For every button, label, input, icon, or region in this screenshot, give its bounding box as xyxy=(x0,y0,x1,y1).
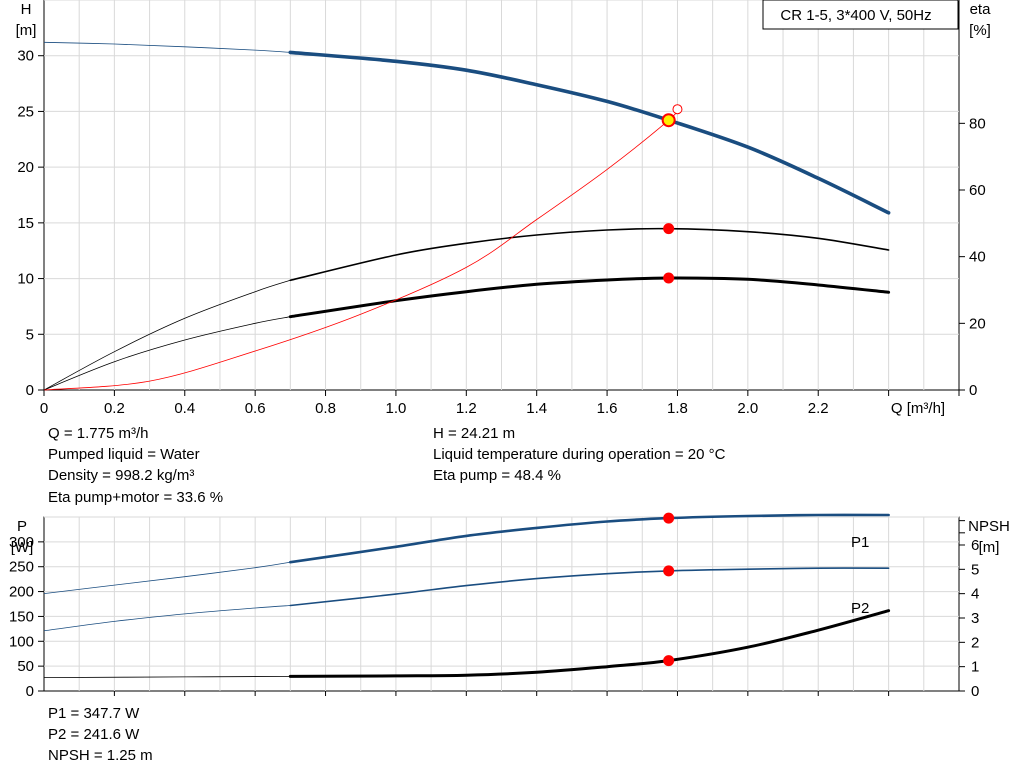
npsh-axis-label: NPSH xyxy=(968,518,1010,535)
info-flow: Q = 1.775 m³/h xyxy=(48,425,149,442)
top-grid xyxy=(44,0,959,390)
y-right-tick-label: 20 xyxy=(969,315,986,332)
series-label-p1: P1 xyxy=(851,534,869,551)
p2-duty-point xyxy=(663,565,675,577)
bottom-npsh-line xyxy=(288,609,891,678)
npsh-tick-label: 4 xyxy=(971,586,979,603)
y-left-tick-label: 0 xyxy=(26,382,34,399)
y-right-label-eta: eta xyxy=(970,1,992,18)
power-npsh-chart: 0 50 100 150 200 250 300 0 1 2 3 4 5 6 P [W] NPSH [m… xyxy=(9,512,1010,700)
y-left-tick-label: 10 xyxy=(17,271,34,288)
y-right-tick-label: 0 xyxy=(969,382,977,399)
y-right-tick-label: 40 xyxy=(969,249,986,266)
x-tick-label: 1.0 xyxy=(385,400,406,417)
info-eta-total: Eta pump+motor = 33.6 % xyxy=(48,489,224,506)
p-tick-label: 50 xyxy=(17,658,34,675)
x-tick-label: 2.0 xyxy=(737,400,758,417)
npsh-tick-label: 6 xyxy=(971,537,979,554)
x-tick-label: 2.2 xyxy=(808,400,829,417)
y-right-label-unit: [%] xyxy=(969,22,991,39)
bottom-duty-points xyxy=(663,512,675,667)
npsh-tick-label: 3 xyxy=(971,610,979,627)
y-left-label-h: H xyxy=(21,1,32,18)
y-left-tick-label: 15 xyxy=(17,215,34,232)
npsh-tick-label: 0 xyxy=(971,683,979,700)
info-temperature: Liquid temperature during operation = 20… xyxy=(433,446,726,463)
info-npsh: NPSH = 1.25 m xyxy=(48,747,153,764)
x-tick-label: 1.4 xyxy=(526,400,547,417)
bottom-series-1-line-extrapolated xyxy=(43,605,291,632)
x-tick-label: 1.2 xyxy=(456,400,477,417)
top-system-curve-line xyxy=(43,108,678,391)
y-left-label-unit: [m] xyxy=(16,22,37,39)
bottom-series-1-line xyxy=(289,567,890,607)
top-head-line xyxy=(288,50,891,215)
p-tick-label: 200 xyxy=(9,584,34,601)
y-left-tick-label: 5 xyxy=(26,326,34,343)
npsh-tick-label: 1 xyxy=(971,659,979,676)
top-eta-pump-line xyxy=(289,227,890,282)
p-tick-label: 250 xyxy=(9,559,34,576)
top-duty-points xyxy=(661,113,676,284)
npsh-duty-point xyxy=(663,655,675,667)
bottom-series-0-line-extrapolated xyxy=(43,561,291,594)
top-head-line-extrapolated xyxy=(43,41,291,53)
p1-duty-point xyxy=(663,512,675,524)
x-tick-label: 1.6 xyxy=(597,400,618,417)
system-curve-end-marker xyxy=(672,104,683,115)
performance-chart: 0 0.2 0.4 0.6 0.8 1.0 1.2 1.4 1.6 1.8 2.0 2.2 0 5 10 1… xyxy=(16,0,992,417)
info-density: Density = 998.2 kg/m³ xyxy=(48,467,195,484)
top-x-tick-labels: 0 0.2 0.4 0.6 0.8 1.0 1.2 1.4 1.6 1.8 2.0 2.2 xyxy=(40,390,960,417)
y-right-tick-label: 80 xyxy=(969,115,986,132)
eta-total-duty-point xyxy=(663,272,675,284)
top-y-left-tick-labels: 0 5 10 15 20 25 30 xyxy=(17,48,44,399)
npsh-axis-unit: [m] xyxy=(979,539,1000,556)
legend-box: CR 1-5, 3*400 V, 50Hz xyxy=(762,0,959,30)
eta-pump-duty-point xyxy=(663,223,675,235)
bottom-y-left-tick-labels: 0 50 100 150 200 250 300 xyxy=(9,534,890,700)
npsh-tick-label: 2 xyxy=(971,634,979,651)
npsh-tick-label: 5 xyxy=(971,561,979,578)
top-eta-total-line-extrapolated xyxy=(43,316,291,391)
x-tick-label: 0.6 xyxy=(245,400,266,417)
y-right-tick-label: 60 xyxy=(969,182,986,199)
x-tick-label: 1.8 xyxy=(667,400,688,417)
p-tick-label: 150 xyxy=(9,608,34,625)
legend-text: CR 1-5, 3*400 V, 50Hz xyxy=(780,7,931,24)
y-left-tick-label: 20 xyxy=(17,159,34,176)
info-liquid: Pumped liquid = Water xyxy=(48,446,200,463)
x-tick-label: 0 xyxy=(40,400,48,417)
top-y-right-tick-labels: 0 20 40 60 80 xyxy=(959,115,986,399)
top-eta-total-line xyxy=(288,276,891,319)
bottom-npsh-line-extrapolated xyxy=(43,676,291,678)
bottom-y-right-tick-labels: 0 1 2 3 4 5 6 xyxy=(959,520,979,700)
p-axis-label: P xyxy=(17,518,27,535)
x-tick-label: 0.4 xyxy=(174,400,195,417)
x-tick-label: 0.2 xyxy=(104,400,125,417)
p-tick-label: 100 xyxy=(9,633,34,650)
y-left-tick-label: 25 xyxy=(17,103,34,120)
info-p1: P1 = 347.7 W xyxy=(48,705,140,722)
series-label-p2: P2 xyxy=(851,600,869,617)
info-head: H = 24.21 m xyxy=(433,425,516,442)
p-axis-unit: [W] xyxy=(11,539,34,556)
head-duty-point xyxy=(661,113,676,128)
x-axis-label: Q [m³/h] xyxy=(891,400,945,417)
p-tick-label: 0 xyxy=(26,683,34,700)
top-curves xyxy=(43,41,891,391)
bottom-curves xyxy=(43,513,891,678)
top-eta-pump-line-extrapolated xyxy=(43,279,291,391)
info-p2: P2 = 241.6 W xyxy=(48,726,140,743)
info-eta-pump: Eta pump = 48.4 % xyxy=(433,467,561,484)
bottom-series-0-line xyxy=(289,513,890,564)
y-left-tick-label: 30 xyxy=(17,48,34,65)
p-tick-label: 300 xyxy=(9,534,34,551)
x-tick-label: 0.8 xyxy=(315,400,336,417)
